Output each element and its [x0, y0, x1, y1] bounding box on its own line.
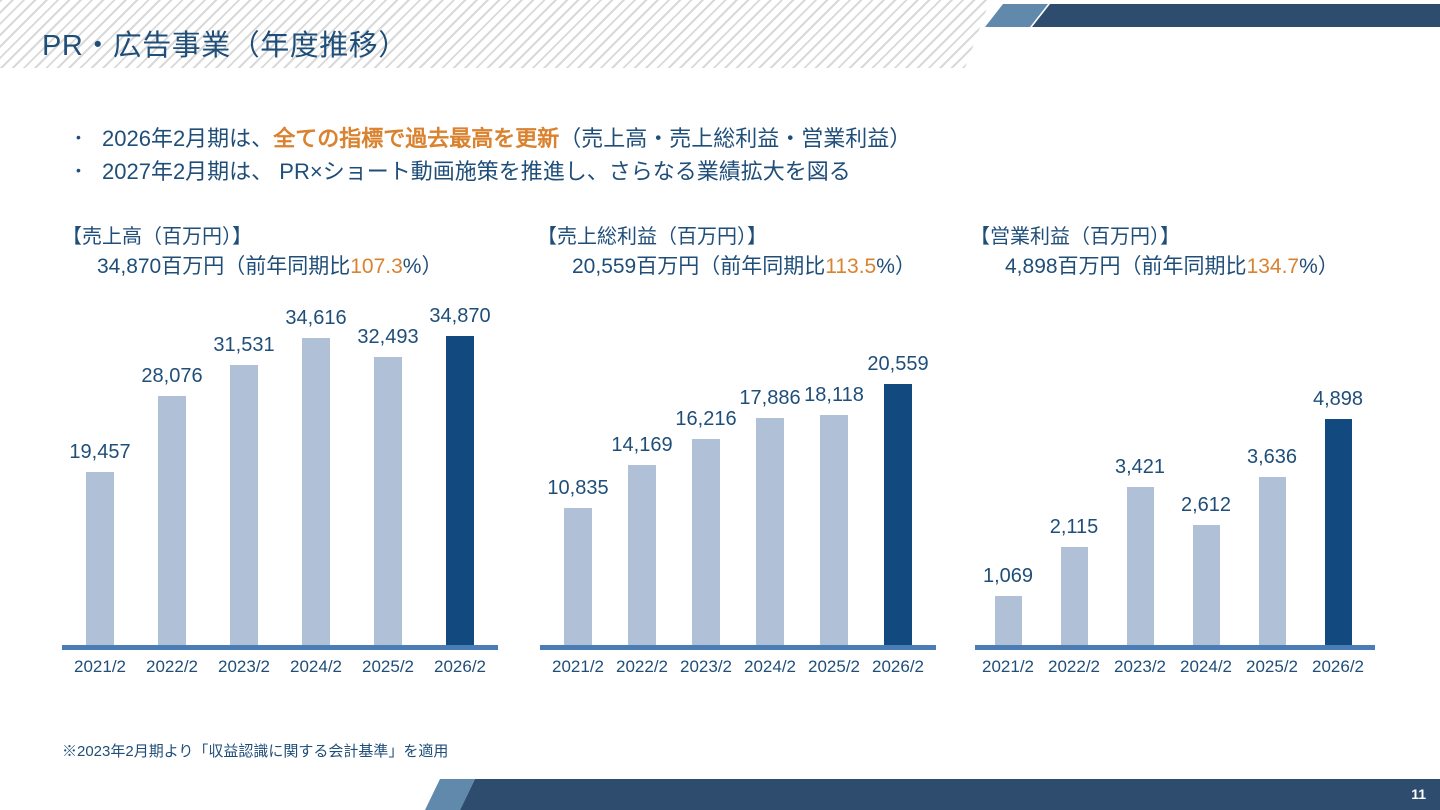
- page-title: PR・広告事業（年度推移）: [42, 30, 408, 62]
- x-tick-label: 2026/2: [434, 657, 486, 676]
- bar-value-label: 17,886: [739, 387, 801, 409]
- chart-gross-profit: 【売上総利益（百万円）】 20,559百万円（前年同期比113.5%） 10,8…: [537, 220, 937, 690]
- chart-title: 【営業利益（百万円）】: [970, 226, 1180, 248]
- bar-value-label: 34,616: [285, 307, 347, 329]
- bar-2022/2: [628, 465, 656, 645]
- x-tick-label: 2024/2: [290, 657, 342, 676]
- bar-2021/2: [994, 596, 1022, 645]
- bar-2021/2: [564, 508, 592, 645]
- bar-2026/2: [884, 384, 912, 645]
- x-tick-label: 2023/2: [218, 657, 270, 676]
- bullet-item: • 2026年2月期は、全ての指標で過去最高を更新（売上高・売上総利益・営業利益…: [76, 120, 911, 153]
- bullet-dot: •: [76, 161, 81, 178]
- x-tick-label: 2025/2: [808, 657, 860, 676]
- yoy-percentage: 134.7: [1246, 255, 1300, 278]
- x-tick-label: 2025/2: [1246, 657, 1298, 676]
- x-axis-line: [62, 645, 498, 650]
- bar-2024/2: [302, 338, 330, 645]
- bar-value-label: 18,118: [804, 384, 864, 406]
- x-axis-line: [975, 645, 1375, 650]
- bar-value-label: 34,870: [429, 305, 491, 327]
- bullet-dot: •: [76, 128, 81, 145]
- bar-plot: 19,457 2021/2 28,076 2022/2 31,531 2023/2 34,6…: [62, 290, 498, 680]
- yoy-percentage: 113.5: [825, 255, 877, 278]
- bar-2024/2: [756, 418, 784, 645]
- chart-title: 【売上総利益（百万円）】: [537, 226, 767, 248]
- bar-value-label: 2,612: [1180, 494, 1232, 516]
- highlight-text: 全ての指標で過去最高を更新: [273, 125, 560, 151]
- x-tick-label: 2022/2: [616, 657, 668, 676]
- page-number: 11: [1411, 786, 1426, 802]
- bar-value-label: 4,898: [1312, 388, 1364, 410]
- footer-navy-bar: 11: [460, 779, 1440, 810]
- bar-value-label: 10,835: [547, 477, 609, 499]
- x-tick-label: 2026/2: [872, 657, 924, 676]
- bar-value-label: 28,076: [141, 365, 203, 387]
- header-navy-bar: [1032, 4, 1440, 27]
- x-tick-label: 2022/2: [146, 657, 198, 676]
- bar-2022/2: [1060, 547, 1088, 645]
- x-tick-label: 2023/2: [1114, 657, 1166, 676]
- bar-2024/2: [1192, 525, 1220, 645]
- bullet-text: 2027年2月期は、 PR×ショート動画施策を推進し、さらなる業績拡大を図る: [102, 158, 851, 184]
- bar-2023/2: [230, 365, 258, 645]
- x-tick-label: 2023/2: [680, 657, 732, 676]
- bar-2025/2: [820, 415, 848, 645]
- x-axis-line: [540, 645, 936, 650]
- bar-value-label: 31,531: [213, 334, 275, 356]
- chart-title: 【売上高（百万円）】: [62, 226, 252, 248]
- chart-subtitle: 4,898百万円（前年同期比134.7%）: [1005, 255, 1339, 278]
- bar-value-label: 19,457: [69, 441, 131, 463]
- bullet-text: 2026年2月期は、全ての指標で過去最高を更新（売上高・売上総利益・営業利益）: [102, 125, 912, 151]
- x-tick-label: 2021/2: [982, 657, 1034, 676]
- chart-revenue: 【売上高（百万円）】 34,870百万円（前年同期比107.3%） 19,457…: [62, 220, 502, 690]
- x-tick-label: 2022/2: [1048, 657, 1100, 676]
- chart-subtitle: 20,559百万円（前年同期比113.5%）: [572, 255, 916, 278]
- x-tick-label: 2021/2: [552, 657, 604, 676]
- bar-2025/2: [1258, 477, 1286, 645]
- bar-2023/2: [692, 439, 720, 645]
- bar-2025/2: [374, 357, 402, 645]
- bar-value-label: 3,636: [1246, 446, 1298, 468]
- x-tick-label: 2026/2: [1312, 657, 1364, 676]
- bar-2023/2: [1126, 487, 1154, 645]
- bullet-item: • 2027年2月期は、 PR×ショート動画施策を推進し、さらなる業績拡大を図る: [76, 153, 911, 186]
- bar-value-label: 14,169: [611, 434, 673, 456]
- chart-operating-profit: 【営業利益（百万円）】 4,898百万円（前年同期比134.7%） 1,069 2…: [970, 220, 1375, 690]
- bar-2022/2: [158, 396, 186, 645]
- header-striped-band: [0, 0, 990, 68]
- yoy-percentage: 107.3: [350, 255, 403, 278]
- bar-value-label: 32,493: [357, 326, 419, 348]
- bar-2026/2: [1324, 419, 1352, 645]
- bar-value-label: 20,559: [867, 353, 929, 375]
- x-tick-label: 2024/2: [1180, 657, 1232, 676]
- bar-value-label: 1,069: [982, 565, 1034, 587]
- bar-plot: 10,835 2021/2 14,169 2022/2 16,216 2023/2 17,8…: [540, 290, 936, 680]
- x-tick-label: 2021/2: [74, 657, 126, 676]
- bar-value-label: 3,421: [1114, 456, 1166, 478]
- chart-subtitle: 34,870百万円（前年同期比107.3%）: [97, 255, 443, 278]
- bar-2026/2: [446, 336, 474, 645]
- bar-2021/2: [86, 472, 114, 645]
- x-tick-label: 2024/2: [744, 657, 796, 676]
- bar-plot: 1,069 2021/2 2,115 2022/2 3,421 2023/2 2,612 20…: [975, 290, 1375, 680]
- bar-value-label: 16,216: [675, 408, 737, 430]
- summary-bullets: • 2026年2月期は、全ての指標で過去最高を更新（売上高・売上総利益・営業利益…: [76, 120, 911, 186]
- header-accent-parallelogram: [985, 4, 1048, 27]
- x-tick-label: 2025/2: [362, 657, 414, 676]
- accounting-footnote: ※2023年2月期より「収益認識に関する会計基準」を適用: [62, 743, 449, 760]
- bar-value-label: 2,115: [1049, 516, 1099, 538]
